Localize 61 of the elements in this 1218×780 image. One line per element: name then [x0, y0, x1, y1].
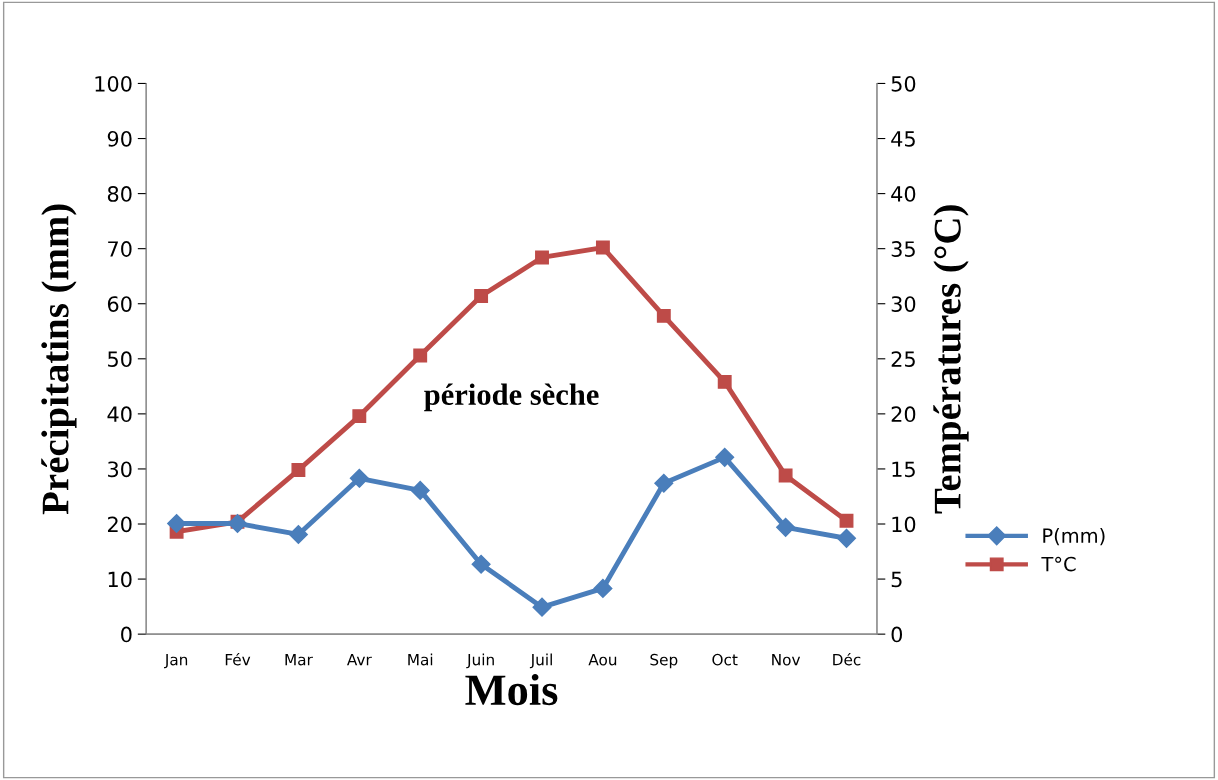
y2-tick-label: 15 [892, 461, 915, 478]
y-tick-label: 50 [108, 351, 132, 368]
annotation: période sèche [424, 383, 599, 412]
point [474, 289, 489, 303]
point [717, 374, 732, 389]
point [656, 308, 671, 323]
x-axis-title: Mois [465, 673, 558, 706]
y-tick-label: 70 [108, 241, 132, 257]
y2-tick-label: 40 [891, 186, 916, 202]
point [595, 240, 610, 255]
x-tick-label: Jan [164, 654, 188, 669]
point [349, 468, 369, 488]
y2-tick-label: 0 [891, 626, 903, 643]
x-tick-label: Oct [712, 653, 738, 666]
y2-tick-label: 10 [892, 516, 916, 533]
x-tick-label: Avr [346, 654, 372, 666]
y-tick-label: 100 [95, 75, 132, 92]
x-tick-label: Mar [285, 654, 313, 666]
y-tick-label: 60 [107, 296, 132, 312]
y-tick-label: 40 [107, 406, 132, 423]
point [471, 554, 491, 574]
y-tick-label: 30 [108, 461, 132, 478]
x-tick-label: Déc [833, 652, 861, 666]
y2-tick-label: 35 [891, 241, 915, 257]
legend-label: P(mm) [1043, 527, 1105, 546]
y2-tick-label: 20 [891, 406, 916, 423]
x-tick-label: Nov [772, 654, 801, 666]
point [410, 480, 430, 500]
y2-axis-title: Températures (°C) [933, 205, 969, 514]
x-tick-label: Mai [408, 653, 433, 666]
point [715, 447, 735, 467]
y2-tick-label: 25 [891, 351, 915, 368]
point [654, 473, 674, 493]
point [291, 463, 306, 477]
point [352, 409, 367, 424]
x-tick-label: Juil [529, 653, 552, 669]
x-tick-label: Aou [588, 654, 617, 666]
y-tick-label: 0 [121, 626, 132, 643]
y-tick-label: 90 [107, 130, 132, 147]
point [778, 468, 793, 483]
point [167, 513, 187, 533]
x-tick-label: Juin [466, 653, 494, 669]
y2-tick-label: 5 [891, 571, 902, 588]
point [776, 517, 796, 537]
point [593, 578, 613, 598]
point [532, 597, 552, 617]
y2-tick-label: 50 [891, 75, 916, 92]
point [839, 513, 854, 528]
y2-tick-label: 45 [891, 131, 915, 147]
y-tick-label: 10 [108, 571, 132, 588]
x-tick-label: Sep [650, 653, 678, 669]
x-tick-label: Fév [225, 652, 251, 666]
legend-label: T°C [1041, 556, 1076, 572]
point [836, 528, 857, 548]
y-tick-label: 80 [107, 186, 132, 202]
y-axis-title: Précipitatins (mm) [41, 204, 77, 515]
y2-tick-label: 30 [891, 296, 916, 312]
point [288, 524, 308, 545]
point [535, 250, 549, 265]
point [413, 348, 428, 363]
y-tick-label: 20 [107, 516, 132, 533]
